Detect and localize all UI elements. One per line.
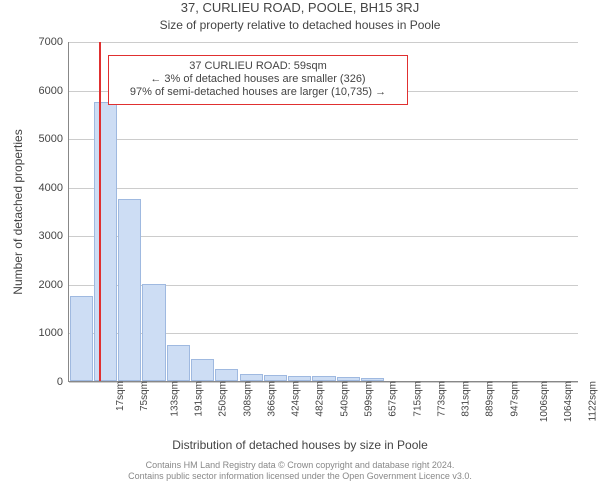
x-tick-label: 133sqm <box>165 381 180 417</box>
y-tick-label: 7000 <box>39 36 69 48</box>
x-tick-label: 831sqm <box>457 381 472 417</box>
y-axis-label: Number of detached properties <box>11 129 25 294</box>
annotation-box: 37 CURLIEU ROAD: 59sqm ← 3% of detached … <box>108 55 408 105</box>
x-tick-label: 424sqm <box>287 381 302 417</box>
y-tick-label: 5000 <box>39 133 69 145</box>
bar <box>288 376 311 381</box>
x-tick-label: 947sqm <box>505 381 520 417</box>
bar <box>191 359 214 381</box>
chart-subtitle: Size of property relative to detached ho… <box>0 18 600 32</box>
bar <box>118 199 141 381</box>
bar <box>167 345 190 381</box>
x-tick-label: 308sqm <box>238 381 253 417</box>
bar <box>215 369 238 381</box>
footer-line-2: Contains public sector information licen… <box>0 471 600 482</box>
bar <box>312 376 335 381</box>
gridline <box>69 42 578 43</box>
chart-footer: Contains HM Land Registry data © Crown c… <box>0 460 600 482</box>
x-tick-label: 657sqm <box>384 381 399 417</box>
x-tick-label: 599sqm <box>360 381 375 417</box>
x-axis-label: Distribution of detached houses by size … <box>172 438 428 452</box>
x-tick-label: 482sqm <box>311 381 326 417</box>
x-tick-label: 773sqm <box>432 381 447 417</box>
x-tick-label: 889sqm <box>481 381 496 417</box>
property-marker-line <box>99 42 101 381</box>
bar <box>361 378 384 381</box>
y-tick-label: 0 <box>57 376 69 388</box>
annotation-line-2: ← 3% of detached houses are smaller (326… <box>115 73 401 86</box>
x-tick-label: 715sqm <box>408 381 423 417</box>
bar <box>337 377 360 381</box>
y-tick-label: 1000 <box>39 327 69 339</box>
y-tick-label: 4000 <box>39 182 69 194</box>
chart-container: 37, CURLIEU ROAD, POOLE, BH15 3RJ Size o… <box>0 0 600 500</box>
x-tick-label: 540sqm <box>335 381 350 417</box>
gridline <box>69 236 578 237</box>
y-tick-label: 6000 <box>39 85 69 97</box>
x-tick-label: 1064sqm <box>559 381 574 422</box>
gridline <box>69 139 578 140</box>
chart-title: 37, CURLIEU ROAD, POOLE, BH15 3RJ <box>0 0 600 16</box>
bar <box>264 375 287 381</box>
x-tick-label: 1006sqm <box>535 381 550 422</box>
x-tick-label: 250sqm <box>214 381 229 417</box>
bar <box>142 284 165 381</box>
gridline <box>69 188 578 189</box>
annotation-line-3: 97% of semi-detached houses are larger (… <box>115 86 401 99</box>
annotation-line-1: 37 CURLIEU ROAD: 59sqm <box>115 60 401 73</box>
y-tick-label: 2000 <box>39 279 69 291</box>
x-tick-label: 1122sqm <box>583 381 598 421</box>
bar <box>70 296 93 381</box>
x-tick-label: 75sqm <box>135 381 150 411</box>
x-tick-label: 17sqm <box>111 381 126 411</box>
footer-line-1: Contains HM Land Registry data © Crown c… <box>0 460 600 471</box>
x-tick-label: 366sqm <box>262 381 277 417</box>
x-tick-label: 191sqm <box>190 381 205 417</box>
bar <box>94 102 117 381</box>
bar <box>240 374 263 381</box>
y-tick-label: 3000 <box>39 230 69 242</box>
